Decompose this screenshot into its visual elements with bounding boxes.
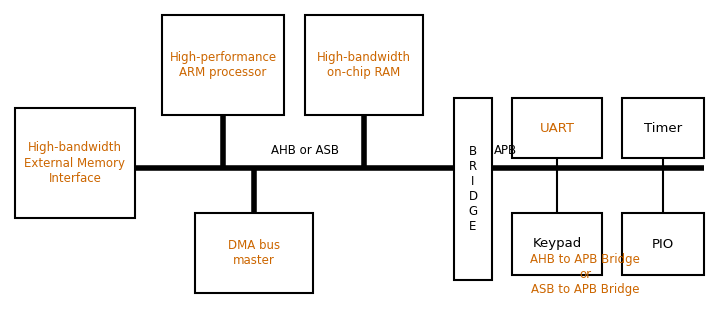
Text: DMA bus
master: DMA bus master (228, 239, 280, 267)
Bar (512, 98, 602, 158)
Text: High-performance
ARM processor: High-performance ARM processor (169, 51, 277, 79)
Bar (15, 108, 135, 218)
Bar (162, 15, 284, 115)
Bar (305, 15, 423, 115)
Bar (622, 98, 704, 158)
Bar (622, 213, 704, 275)
Text: High-bandwidth
External Memory
Interface: High-bandwidth External Memory Interface (24, 141, 125, 185)
Bar (512, 213, 602, 275)
Text: Keypad: Keypad (533, 238, 581, 251)
Text: APB: APB (494, 143, 517, 156)
Text: PIO: PIO (652, 238, 674, 251)
Bar (195, 213, 313, 293)
Text: B
R
I
D
G
E: B R I D G E (468, 145, 478, 233)
Text: Timer: Timer (644, 122, 682, 134)
Text: High-bandwidth
on-chip RAM: High-bandwidth on-chip RAM (317, 51, 411, 79)
Bar (454, 98, 492, 280)
Text: AHB or ASB: AHB or ASB (271, 143, 339, 156)
Text: UART: UART (539, 122, 574, 134)
Text: AHB to APB Bridge
or
ASB to APB Bridge: AHB to APB Bridge or ASB to APB Bridge (530, 254, 640, 296)
